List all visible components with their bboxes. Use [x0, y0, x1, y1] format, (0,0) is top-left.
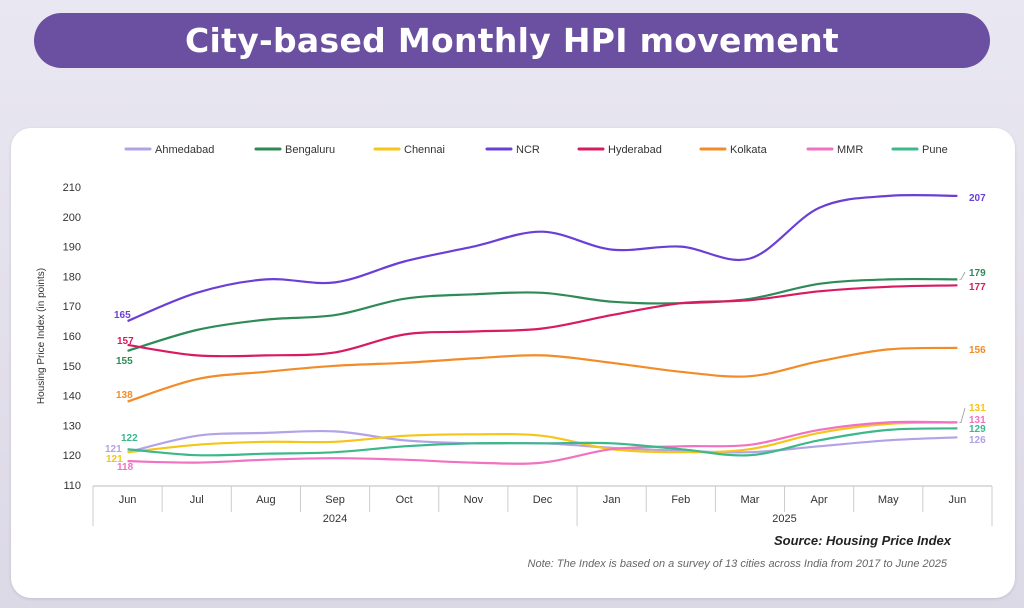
hpi-line-chart: Ahmedabad Bengaluru Chennai NCR Hyderabad Kol… — [36, 144, 993, 526]
x-tick-label: Mar — [740, 494, 759, 506]
end-label-bengaluru: 179 — [969, 268, 986, 279]
end-label-mmr: 131 — [969, 415, 986, 426]
y-tick-label: 210 — [63, 182, 81, 194]
legend: Ahmedabad Bengaluru Chennai NCR Hyderabad Kol… — [124, 144, 948, 156]
year-label-2025: 2025 — [772, 513, 796, 525]
x-tick-label: Jun — [119, 494, 137, 506]
legend-label-ncr: NCR — [516, 144, 540, 156]
x-axis: Jun Jul Aug Sep Oct Nov Dec Jan Feb Mar Apr May Jun 2… — [92, 485, 993, 526]
year-label-2024: 2024 — [323, 513, 347, 525]
end-label-hyderabad: 177 — [969, 282, 986, 293]
start-label-hyderabad: 157 — [117, 336, 134, 347]
y-tick-label: 200 — [63, 212, 81, 224]
x-tick-label: Aug — [256, 494, 276, 506]
x-tick-label: Apr — [811, 494, 828, 506]
legend-label-hyderabad: Hyderabad — [608, 144, 662, 156]
start-label-chennai: 121 — [106, 454, 123, 465]
y-tick-label: 140 — [63, 391, 81, 403]
y-tick-label: 130 — [63, 420, 81, 432]
y-tick-label: 110 — [63, 480, 81, 492]
legend-label-chennai: Chennai — [404, 144, 445, 156]
series-line-mmr — [127, 420, 958, 465]
legend-label-bengaluru: Bengaluru — [285, 144, 335, 156]
page-title: City-based Monthly HPI movement — [185, 21, 839, 60]
end-label-kolkata: 156 — [969, 345, 986, 356]
chart-card: Ahmedabad Bengaluru Chennai NCR Hyderabad Kol… — [11, 128, 1015, 598]
legend-label-kolkata: Kolkata — [730, 144, 768, 156]
x-tick-label: Feb — [671, 494, 690, 506]
y-tick-label: 160 — [63, 331, 81, 343]
x-tick-label: Nov — [464, 494, 484, 506]
start-label-ahmedabad: 121 — [105, 444, 122, 455]
legend-label-ahmedabad: Ahmedabad — [155, 144, 214, 156]
data-labels: 121 126 155 179 121 131 165 207 157 177 138 156 118 1… — [105, 193, 986, 473]
series-line-ncr — [127, 193, 958, 323]
start-label-bengaluru: 155 — [116, 356, 133, 367]
start-label-kolkata: 138 — [116, 390, 133, 401]
note-text: Note: The Index is based on a survey of … — [527, 558, 947, 570]
x-tick-label: Dec — [533, 494, 553, 506]
y-tick-label: 170 — [63, 301, 81, 313]
legend-label-mmr: MMR — [837, 144, 863, 156]
leader-line — [959, 271, 966, 280]
x-tick-label: Jan — [603, 494, 621, 506]
y-tick-label: 150 — [63, 361, 81, 373]
x-tick-label: May — [878, 494, 899, 506]
series-lines — [127, 193, 958, 465]
y-tick-label: 190 — [63, 242, 81, 254]
x-tick-label: Sep — [325, 494, 345, 506]
start-label-mmr: 118 — [117, 462, 134, 473]
x-tick-label: Jul — [190, 494, 204, 506]
series-line-bengaluru — [127, 277, 958, 352]
legend-label-pune: Pune — [922, 144, 948, 156]
series-line-chennai — [127, 421, 958, 454]
series-line-hyderabad — [127, 284, 958, 358]
leader-line — [959, 407, 966, 423]
start-label-ncr: 165 — [114, 310, 131, 321]
title-banner: City-based Monthly HPI movement — [34, 13, 990, 68]
y-axis-label: Housing Price Index (in points) — [36, 268, 47, 404]
series-line-pune — [127, 427, 958, 457]
y-tick-label: 180 — [63, 271, 81, 283]
series-line-kolkata — [127, 346, 958, 403]
x-tick-label: Oct — [396, 494, 413, 506]
source-text: Source: Housing Price Index — [774, 533, 951, 548]
end-label-pune: 129 — [969, 424, 986, 435]
end-label-chennai: 131 — [969, 403, 986, 414]
y-axis: 110 120 130 140 150 160 170 180 190 200 210 Housing… — [36, 182, 81, 492]
end-label-ahmedabad: 126 — [969, 435, 986, 446]
y-tick-label: 120 — [63, 450, 81, 462]
x-tick-label: Jun — [949, 494, 967, 506]
start-label-pune: 122 — [121, 433, 138, 444]
end-label-ncr: 207 — [969, 193, 986, 204]
